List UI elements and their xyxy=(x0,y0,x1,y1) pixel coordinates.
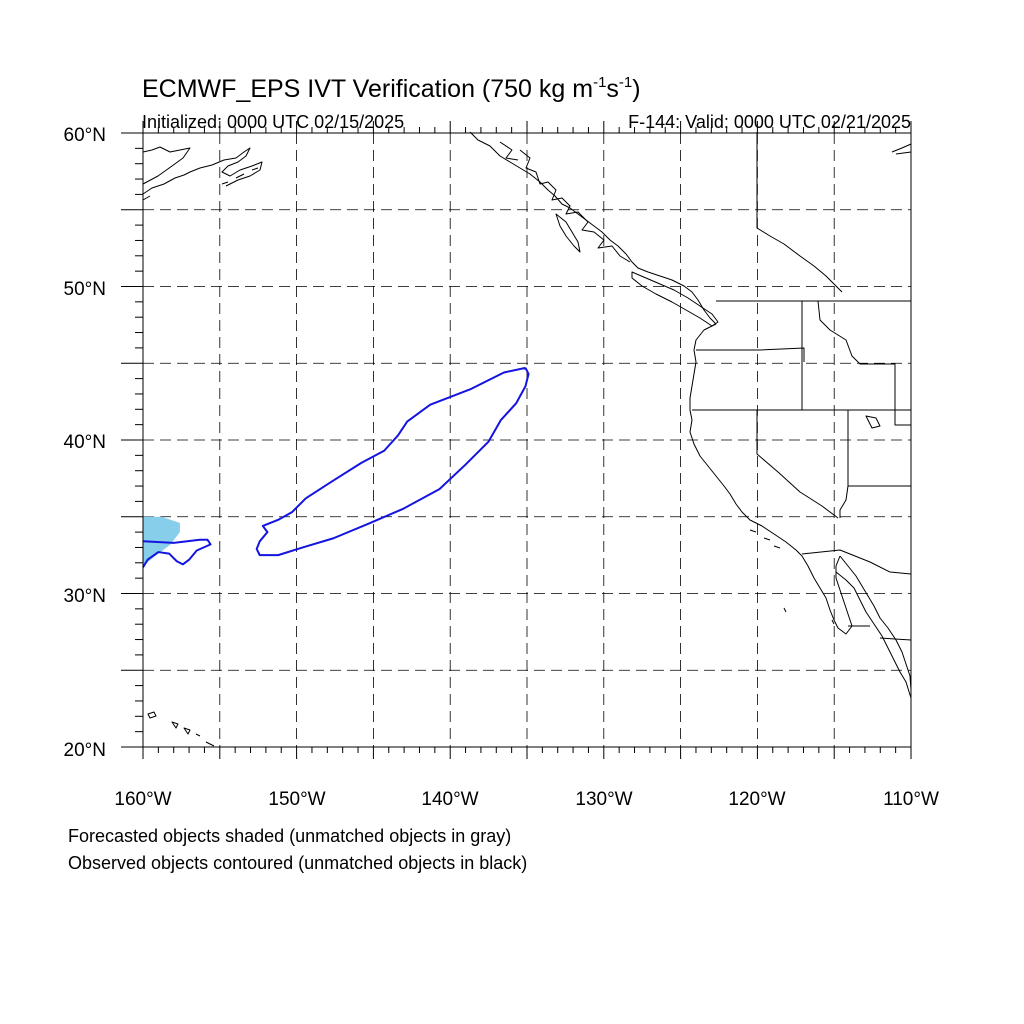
longitude-labels: 160°W 150°W 140°W 130°W 120°W 110°W xyxy=(114,789,939,810)
channel-islands xyxy=(749,529,835,625)
lon-label-140w: 140°W xyxy=(421,789,478,810)
footnote-forecast: Forecasted objects shaded (unmatched obj… xyxy=(68,826,511,846)
idaho-border xyxy=(801,300,911,426)
footnote-observed: Observed objects contoured (unmatched ob… xyxy=(68,853,527,873)
southeast-alaska-coast xyxy=(469,131,717,325)
mexico-interior-line xyxy=(835,571,912,699)
graticule xyxy=(143,133,911,747)
observed-object-1 xyxy=(255,366,530,557)
init-time-label: Initialized: 0000 UTC 02/15/2025 xyxy=(142,112,404,132)
lat-label-30n: 30°N xyxy=(64,586,106,607)
yukon-bc-border xyxy=(756,132,843,293)
lat-label-40n: 40°N xyxy=(64,432,106,453)
washington-oregon-border xyxy=(696,347,805,362)
lon-label-110w: 110°W xyxy=(883,789,939,810)
us-mexico-border xyxy=(801,549,912,575)
nevada-arizona-border xyxy=(839,410,911,518)
haida-gwaii xyxy=(555,213,581,253)
mexico-mainland-coast xyxy=(839,555,912,691)
bc-coast-detail xyxy=(499,141,631,263)
latitude-labels: 60°N 50°N 40°N 30°N 20°N xyxy=(64,125,106,761)
map-plot-area xyxy=(121,121,912,759)
lon-label-150w: 150°W xyxy=(268,789,325,810)
arizona-inner-border xyxy=(848,625,912,641)
valid-time-label: F-144: Valid: 0000 UTC 02/21/2025 xyxy=(628,112,911,132)
observed-object-2 xyxy=(142,538,212,568)
lon-label-160w: 160°W xyxy=(114,789,171,810)
us-west-coast xyxy=(689,323,803,557)
alaska-islands xyxy=(142,167,259,201)
lake-outline xyxy=(865,415,881,429)
alaska-peninsula-coast xyxy=(142,146,263,195)
hawaii-islands xyxy=(147,711,215,747)
lat-label-50n: 50°N xyxy=(64,279,106,300)
lat-label-60n: 60°N xyxy=(64,125,106,146)
lon-label-120w: 120°W xyxy=(728,789,785,810)
baja-california xyxy=(801,555,853,635)
top-right-coast xyxy=(891,143,912,155)
lon-label-130w: 130°W xyxy=(575,789,632,810)
axis-ticks xyxy=(121,121,912,759)
california-nevada-border xyxy=(756,410,839,519)
lat-label-20n: 20°N xyxy=(64,740,106,761)
coastlines-and-borders xyxy=(142,131,912,747)
vancouver-island xyxy=(631,271,719,327)
observed-objects xyxy=(142,366,530,568)
figure-title: ECMWF_EPS IVT Verification (750 kg m-1s-… xyxy=(142,74,641,103)
